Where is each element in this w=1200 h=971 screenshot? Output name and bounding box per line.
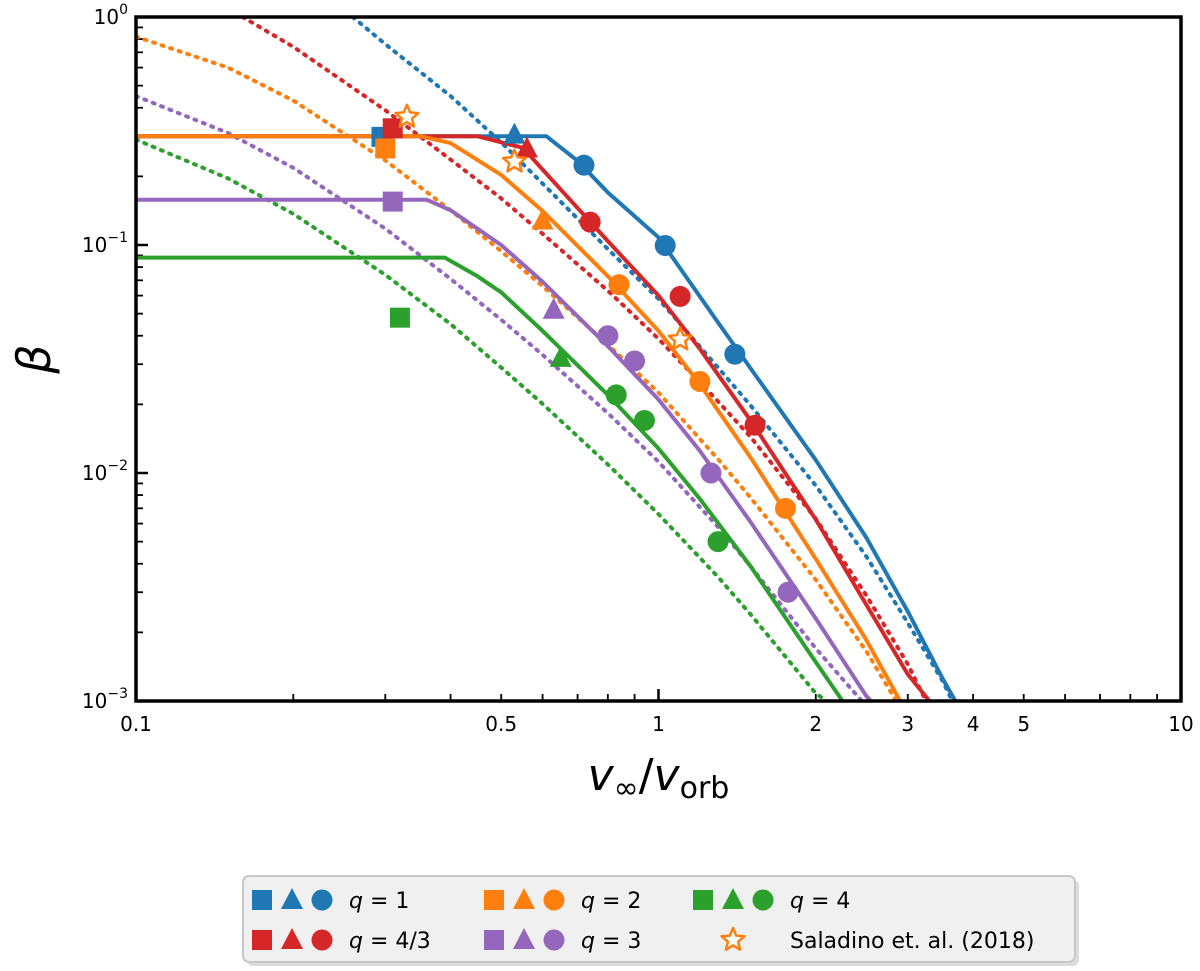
marker-circle-q43 [579, 211, 601, 233]
legend-label: q = 2 [581, 889, 641, 914]
solid-curve-q2 [136, 134, 902, 701]
dotted-curve-q4 [136, 137, 829, 701]
marker-star-saladino [501, 148, 528, 173]
legend-entry: q = 2 [484, 888, 641, 914]
y-tick-label: 10−3 [82, 686, 128, 713]
marker-circle-q2 [689, 370, 711, 392]
plot-frame [134, 15, 1183, 703]
marker-triangle-q43 [515, 136, 538, 158]
marker-circle-q3 [700, 462, 722, 484]
legend-square-marker [484, 930, 504, 950]
markers-layer [371, 103, 799, 603]
dotted-curve-q43 [240, 17, 928, 701]
marker-circle-q43 [744, 414, 766, 436]
legend-circle-marker [543, 929, 565, 951]
legend-circle-marker [752, 889, 774, 911]
y-tick-label: 100 [94, 2, 128, 29]
y-tick-label: 10−2 [82, 458, 128, 485]
solid-curve-q3 [136, 197, 873, 701]
legend-entry: Saladino et. al. (2018) [720, 926, 1034, 954]
marker-square-q2 [375, 138, 396, 159]
legend-box [242, 875, 1076, 963]
legend-entry: q = 4 [693, 888, 850, 914]
legend-label: q = 1 [349, 889, 409, 914]
legend: q = 1 q = 4/3 q = 2 q = 3 q = 4 Saladino et. … [242, 875, 1079, 966]
x-tick-label: 5 [1017, 712, 1030, 736]
marker-circle-q2 [774, 497, 796, 519]
x-tick-label: 0.5 [485, 712, 517, 736]
legend-entry: q = 1 [252, 888, 409, 914]
marker-circle-q3 [597, 325, 619, 347]
marker-triangle-q2 [531, 208, 554, 230]
legend-label: q = 4/3 [349, 929, 431, 954]
legend-entry: q = 3 [484, 928, 641, 954]
x-tick-label: 2 [809, 712, 822, 736]
marker-circle-q4 [605, 384, 627, 406]
axis-ticks [134, 26, 1183, 703]
x-tick-label: 10 [1168, 712, 1193, 736]
axis-titles: v∞/vorb β [7, 344, 729, 806]
legend-label: Saladino et. al. (2018) [790, 929, 1034, 954]
legend-triangle-marker [513, 888, 535, 909]
x-tick-label: 1 [652, 712, 665, 736]
legend-circle-marker [311, 889, 333, 911]
x-tick-label: 0.1 [120, 712, 152, 736]
tick-labels: 0.1 0.5 1 2 3 4 5 10 10−3 10−2 10−1 100 [82, 2, 1194, 736]
legend-triangle-marker [281, 888, 303, 909]
marker-triangle-q1 [503, 122, 526, 144]
legend-square-marker [252, 890, 272, 910]
legend-triangle-marker [513, 928, 535, 949]
y-tick-label: 10−1 [82, 230, 128, 257]
legend-circle-marker [543, 889, 565, 911]
marker-circle-q1 [654, 234, 676, 256]
marker-circle-q43 [669, 285, 691, 307]
marker-star-saladino [667, 326, 693, 351]
y-axis-title: β [7, 344, 61, 374]
legend-star-marker [720, 926, 746, 951]
x-tick-label: 3 [901, 712, 914, 736]
legend-triangle-marker [281, 928, 303, 949]
marker-square-q3 [382, 191, 403, 212]
legend-square-marker [484, 890, 504, 910]
marker-circle-q1 [573, 154, 595, 176]
legend-square-marker [693, 890, 713, 910]
legend-circle-marker [311, 929, 333, 951]
legend-label: q = 4 [790, 889, 850, 914]
legend-square-marker [252, 930, 272, 950]
marker-circle-q1 [724, 343, 746, 365]
marker-circle-q2 [608, 274, 630, 296]
marker-circle-q3 [624, 350, 646, 372]
legend-entry: q = 4/3 [252, 928, 431, 954]
curves-layer [136, 17, 958, 701]
marker-circle-q3 [777, 581, 799, 603]
legend-triangle-marker [722, 888, 744, 909]
legend-label: q = 3 [581, 929, 641, 954]
marker-circle-q4 [707, 531, 729, 553]
marker-square-q4 [389, 307, 410, 328]
marker-star-saladino [394, 103, 420, 128]
marker-circle-q4 [633, 409, 655, 431]
solid-curve-q43 [136, 134, 931, 701]
x-tick-label: 4 [967, 712, 980, 736]
x-axis-title: v∞/vorb [588, 750, 730, 806]
marker-square-q43 [382, 118, 403, 139]
marker-triangle-q3 [542, 297, 565, 319]
marker-triangle-q4 [549, 345, 572, 367]
